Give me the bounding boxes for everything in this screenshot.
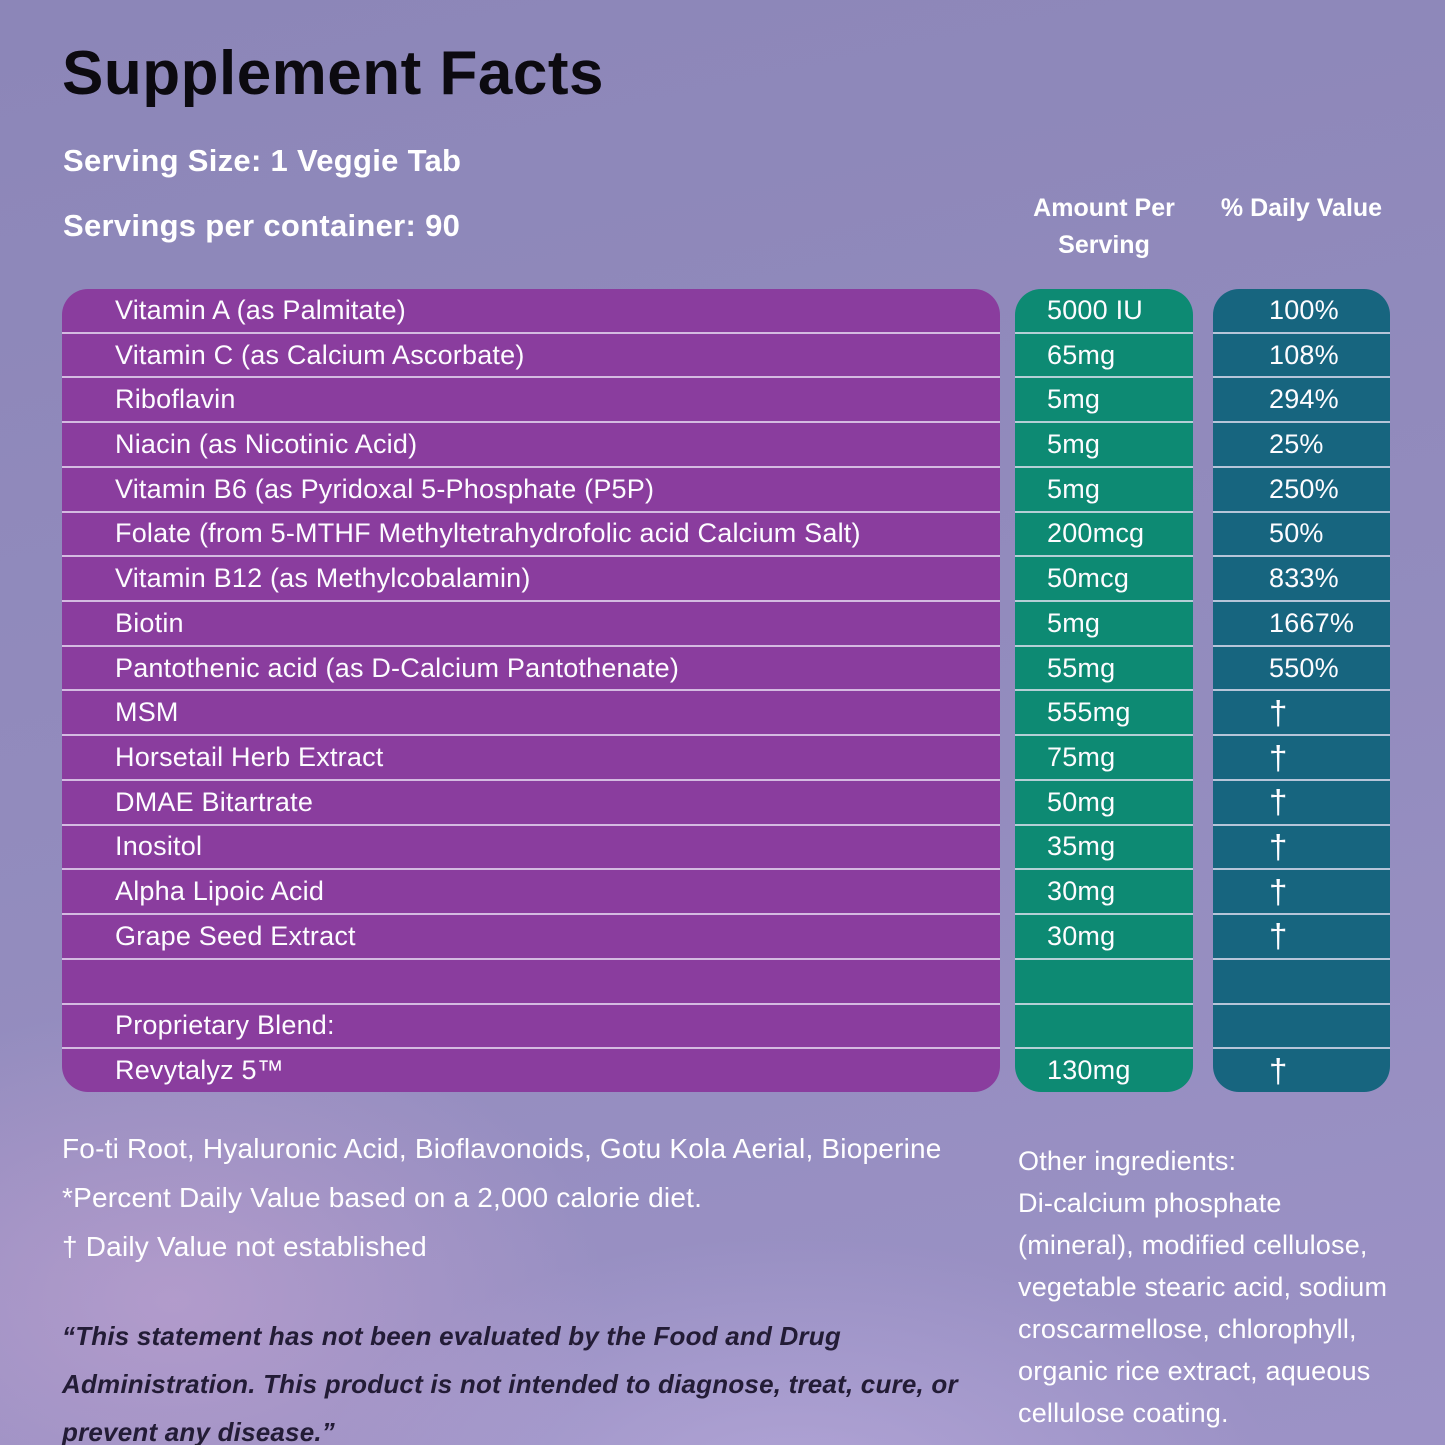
daily-value-cell: † — [1213, 868, 1390, 913]
ingredient-name-cell: Biotin — [62, 600, 1000, 645]
percent-dv-note: *Percent Daily Value based on a 2,000 ca… — [62, 1182, 703, 1213]
daily-value-cell: † — [1213, 1047, 1390, 1092]
ingredient-name-cell: Folate (from 5-MTHF Methyltetrahydrofoli… — [62, 510, 1000, 556]
ingredient-name-cell: Vitamin C (as Calcium Ascorbate) — [62, 331, 1000, 377]
daily-value-cell: † — [1213, 778, 1390, 824]
amount-value-cell — [1015, 1002, 1193, 1048]
amount-value-cell: 555mg — [1015, 689, 1193, 734]
ingredient-name-cell: Niacin (as Nicotinic Acid) — [62, 421, 1000, 466]
daily-value-cell: 100% — [1269, 294, 1339, 325]
facts-table: Vitamin A (as Palmitate) Vitamin C (as Ca… — [62, 289, 1390, 1092]
amount-column-header: Amount Per Serving — [1033, 194, 1175, 259]
ingredient-name-cell: Vitamin B12 (as Methylcobalamin) — [62, 555, 1000, 600]
amount-value-cell: 30mg — [1015, 868, 1193, 913]
daily-value-cell: † — [1213, 913, 1390, 958]
amount-value-cell: 5mg — [1015, 600, 1193, 645]
amount-value-cell: 65mg — [1015, 331, 1193, 377]
amount-value-cell: 50mg — [1015, 778, 1193, 824]
servings-per-container: Servings per container: 90 — [63, 208, 461, 243]
daily-value-cell: 294% — [1213, 376, 1390, 421]
daily-value-column: 100% 108% 294% 25% 250% 50% 833% 1667% 550% † † † † †… — [1213, 289, 1390, 1092]
amount-value-cell: 5mg — [1015, 376, 1193, 421]
daily-value-column-header: % Daily Value — [1220, 194, 1383, 222]
other-ingredients: Other ingredients: Di-calcium phosphate … — [1018, 1140, 1396, 1434]
amount-value-cell: 30mg — [1015, 913, 1193, 958]
amount-value-cell: 75mg — [1015, 734, 1193, 779]
amount-value-cell: 35mg — [1015, 823, 1193, 869]
amount-value-cell: 130mg — [1015, 1047, 1193, 1092]
ingredient-name-cell: Grape Seed Extract — [62, 913, 1000, 958]
daily-value-cell: † — [1213, 734, 1390, 779]
daily-value-cell: 108% — [1213, 331, 1390, 377]
other-ingredients-heading: Other ingredients: — [1018, 1146, 1237, 1176]
ingredient-name-cell: Riboflavin — [62, 376, 1000, 421]
ingredient-name-cell: DMAE Bitartrate — [62, 778, 1000, 824]
daily-value-cell — [1213, 1002, 1390, 1048]
ingredient-name-cell: Horsetail Herb Extract — [62, 734, 1000, 779]
ingredient-name-cell: Pantothenic acid (as D-Calcium Pantothen… — [62, 644, 1000, 690]
ingredient-name-cell: Proprietary Blend: — [62, 1002, 1000, 1048]
amount-value-cell: 50mcg — [1015, 555, 1193, 600]
serving-size: Serving Size: 1 Veggie Tab — [63, 143, 462, 178]
ingredient-column: Vitamin A (as Palmitate) Vitamin C (as Ca… — [62, 289, 1000, 1092]
fda-disclaimer: “This statement has not been evaluated b… — [62, 1321, 958, 1445]
footnotes: Fo-ti Root, Hyaluronic Acid, Bioflavonoi… — [62, 1133, 1022, 1280]
page-title: Supplement Facts — [62, 39, 604, 108]
ingredient-name-cell: Vitamin A (as Palmitate) — [115, 294, 406, 325]
ingredient-name-cell: MSM — [62, 689, 1000, 734]
daily-value-cell: 1667% — [1213, 600, 1390, 645]
daily-value-cell: 50% — [1213, 510, 1390, 556]
daily-value-cell: 25% — [1213, 421, 1390, 466]
amount-value-cell: 5mg — [1015, 465, 1193, 511]
daily-value-cell: 250% — [1213, 465, 1390, 511]
ingredient-name-cell: Vitamin B6 (as Pyridoxal 5-Phosphate (P5… — [62, 465, 1000, 511]
ingredient-name-cell: Alpha Lipoic Acid — [62, 868, 1000, 913]
other-ingredients-body: Di-calcium phosphate (mineral), modified… — [1018, 1188, 1388, 1428]
ingredient-name-cell: Inositol — [62, 823, 1000, 869]
amount-value-cell: 5mg — [1015, 421, 1193, 466]
amount-column: 5000 IU 65mg 5mg 5mg 5mg 200mcg 50mcg 5mg 55mg 55… — [1015, 289, 1193, 1092]
daily-value-cell: † — [1213, 689, 1390, 734]
daily-value-cell: 833% — [1213, 555, 1390, 600]
dagger-note: † Daily Value not established — [62, 1231, 427, 1262]
daily-value-cell — [1213, 957, 1390, 1003]
daily-value-cell: 550% — [1213, 644, 1390, 690]
blend-contents-note: Fo-ti Root, Hyaluronic Acid, Bioflavonoi… — [62, 1133, 942, 1164]
amount-value-cell: 200mcg — [1015, 510, 1193, 556]
amount-value-cell: 55mg — [1015, 644, 1193, 690]
amount-value-cell — [1015, 957, 1193, 1003]
ingredient-name-cell — [62, 957, 1000, 1003]
daily-value-cell: † — [1213, 823, 1390, 869]
amount-value-cell: 5000 IU — [1047, 294, 1143, 325]
ingredient-name-cell: Revytalyz 5™ — [62, 1047, 1000, 1092]
